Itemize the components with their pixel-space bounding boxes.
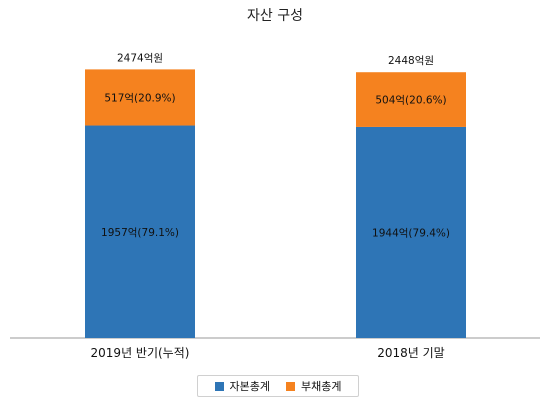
bars-layer	[85, 69, 466, 339]
legend-swatch-liabilities	[286, 381, 295, 391]
x-tick-label-1: 2018년 기말	[377, 346, 444, 360]
bar-liabilities-0	[85, 69, 195, 126]
legend-swatch-equity	[214, 381, 224, 391]
data-label-equity-1: 1944억(79.4%)	[372, 227, 450, 239]
data-label-liabilities-0: 517억(20.9%)	[104, 92, 175, 104]
bar-equity-0	[85, 125, 195, 338]
x-tick-label-0: 2019년 반기(누적)	[91, 346, 190, 360]
chart-title: 자산 구성	[247, 8, 303, 24]
data-label-liabilities-1: 504억(20.6%)	[375, 95, 446, 107]
legend-item-liabilities[interactable]: 부채총계	[286, 378, 341, 394]
legend-label-equity: 자본총계	[229, 380, 270, 393]
legend-label-liabilities: 부채총계	[301, 380, 342, 393]
total-label-1: 2448억원	[388, 55, 434, 67]
legend: 자본총계 부채총계	[197, 375, 359, 397]
bar-liabilities-1	[356, 72, 466, 127]
legend-item-equity[interactable]: 자본총계	[214, 378, 270, 394]
bar-equity-1	[356, 126, 466, 339]
total-label-0: 2474억원	[117, 52, 163, 64]
data-label-equity-0: 1957억(79.1%)	[101, 227, 179, 239]
labels-layer: 1957억(79.1%) 517억(20.9%) 2474억원 2019년 반기(누적…	[91, 52, 450, 360]
